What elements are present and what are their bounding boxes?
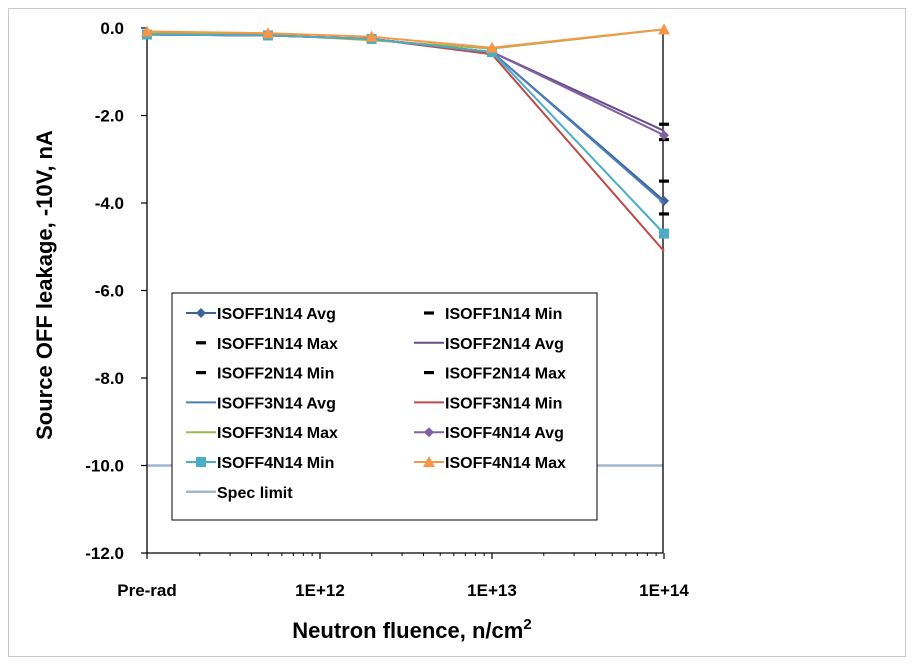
y-tick-label: -4.0: [95, 194, 124, 213]
legend-label: ISOFF4N14 Avg: [445, 425, 564, 442]
data-point-isoff1n14-max: [659, 179, 669, 183]
y-axis-title: Source OFF leakage, -10V, nA: [32, 130, 57, 440]
y-tick-label: 0.0: [100, 19, 124, 38]
legend-label: ISOFF2N14 Avg: [445, 336, 564, 353]
series-line-isoff3n14-min: [146, 33, 665, 252]
legend-swatch-marker: [196, 341, 206, 345]
series-isoff2n14-avg: [146, 33, 665, 132]
series-line-isoff3n14-avg: [146, 33, 665, 204]
data-point-isoff2n14-max: [659, 122, 669, 126]
data-point-isoff4n14-avg: [659, 130, 669, 141]
legend-item-isoff1n14-avg: ISOFF1N14 Avg: [186, 306, 336, 323]
series-isoff1n14-min: [142, 32, 669, 216]
legend-swatch-marker: [424, 371, 434, 375]
y-tick-label: -12.0: [85, 544, 124, 563]
legend-swatch-marker: [196, 308, 206, 318]
legend-box: [171, 292, 598, 521]
legend-label: ISOFF1N14 Max: [217, 336, 338, 353]
x-axis-title: Neutron fluence, n/cm2: [292, 616, 531, 643]
series-isoff3n14-avg: [146, 33, 665, 204]
series-line-isoff4n14-avg: [146, 33, 665, 137]
legend-item-isoff2n14-max: ISOFF2N14 Max: [424, 366, 566, 383]
data-point-isoff1n14-avg: [659, 195, 669, 206]
legend-label: Spec limit: [217, 485, 293, 502]
series-isoff4n14-min: [142, 29, 669, 239]
legend-item-isoff2n14-min: ISOFF2N14 Min: [196, 366, 334, 383]
legend-item-isoff1n14-max: ISOFF1N14 Max: [196, 336, 338, 353]
x-tick-label: 1E+12: [295, 581, 345, 600]
series-isoff2n14-min: [142, 32, 669, 142]
legend-label: ISOFF3N14 Min: [445, 395, 562, 412]
legend-label: ISOFF3N14 Max: [217, 425, 338, 442]
data-point-isoff4n14-max: [262, 27, 274, 39]
legend-item-isoff4n14-max: ISOFF4N14 Max: [414, 455, 566, 472]
legend-item-isoff2n14-avg: ISOFF2N14 Avg: [414, 336, 564, 353]
legend-swatch-marker: [424, 311, 434, 315]
legend-item-isoff4n14-avg: ISOFF4N14 Avg: [414, 425, 564, 442]
legend-label: ISOFF1N14 Avg: [217, 306, 336, 323]
legend-item-isoff4n14-min: ISOFF4N14 Min: [186, 455, 334, 472]
x-axis-title-main: Neutron fluence, n/cm: [292, 618, 523, 643]
data-point-isoff4n14-max: [365, 30, 378, 42]
legend-item-spec-limit: Spec limit: [186, 485, 293, 502]
data-point-isoff4n14-max: [486, 41, 498, 53]
legend-label: ISOFF3N14 Avg: [217, 395, 336, 412]
y-tick-label: -8.0: [95, 369, 124, 388]
legend-swatch-marker: [423, 456, 435, 467]
data-point-isoff4n14-min: [659, 228, 669, 239]
legend-item-isoff1n14-min: ISOFF1N14 Min: [424, 306, 562, 323]
legend-item-isoff3n14-max: ISOFF3N14 Max: [186, 425, 338, 442]
legend-swatch-marker: [196, 371, 206, 375]
legend-label: ISOFF4N14 Min: [217, 455, 334, 472]
data-point-isoff4n14-max: [141, 25, 153, 37]
y-tick-label: -10.0: [85, 457, 124, 476]
series-isoff2n14-max: [142, 30, 669, 126]
series-line-isoff4n14-max: [146, 28, 665, 49]
x-tick-label: 1E+14: [639, 581, 689, 600]
x-tick-label: 1E+13: [467, 581, 517, 600]
legend-item-isoff3n14-min: ISOFF3N14 Min: [414, 395, 562, 412]
series-isoff4n14-avg: [142, 29, 669, 141]
series-line-isoff1n14-avg: [146, 33, 665, 202]
series-isoff3n14-min: [146, 33, 665, 252]
legend-swatch-marker: [424, 427, 434, 438]
legend-label: ISOFF1N14 Min: [445, 306, 562, 323]
y-tick-label: -2.0: [95, 107, 124, 126]
legend-label: ISOFF2N14 Min: [217, 366, 334, 383]
legend-label: ISOFF4N14 Max: [445, 455, 566, 472]
series-line-isoff2n14-avg: [146, 33, 665, 132]
series-isoff4n14-max: [141, 23, 670, 53]
legend-label: ISOFF2N14 Max: [445, 366, 566, 383]
x-axis-title-superscript: 2: [523, 616, 531, 633]
legend-item-isoff3n14-avg: ISOFF3N14 Avg: [186, 395, 336, 412]
legend-swatch-marker: [196, 457, 206, 467]
series-isoff1n14-max: [142, 30, 669, 183]
series-isoff1n14-avg: [142, 29, 669, 206]
data-point-isoff1n14-min: [659, 212, 669, 216]
x-tick-label: Pre-rad: [117, 581, 177, 600]
y-tick-label: -6.0: [95, 282, 124, 301]
data-point-isoff4n14-max: [658, 23, 670, 35]
